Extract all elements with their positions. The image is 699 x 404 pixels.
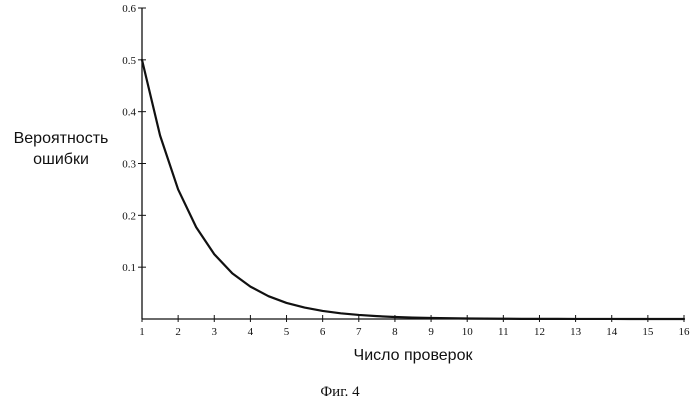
x-tick-label: 6 xyxy=(320,326,326,338)
x-tick-label: 15 xyxy=(642,326,654,338)
y-axis-title-line1: Вероятность xyxy=(14,130,109,147)
y-tick-label: 0.5 xyxy=(122,55,136,67)
x-tick-label: 2 xyxy=(175,326,181,338)
y-axis-title-line2: ошибки xyxy=(33,151,89,168)
y-tick-label: 0.6 xyxy=(122,3,136,15)
x-tick-label: 3 xyxy=(212,326,218,338)
x-tick-label: 7 xyxy=(356,326,362,338)
x-tick-label: 11 xyxy=(498,326,509,338)
x-axis-title: Число проверок xyxy=(354,347,474,364)
y-tick-label: 0.4 xyxy=(122,107,136,119)
x-tick-label: 1 xyxy=(139,326,145,338)
y-tick-label: 0.3 xyxy=(122,159,136,171)
y-tick-label: 0.2 xyxy=(122,210,136,222)
x-tick-label: 16 xyxy=(679,326,691,338)
x-tick-label: 14 xyxy=(606,326,618,338)
x-tick-label: 12 xyxy=(534,326,545,338)
x-tick-label: 4 xyxy=(248,326,254,338)
x-tick-label: 8 xyxy=(392,326,398,338)
x-tick-label: 13 xyxy=(570,326,582,338)
x-tick-label: 5 xyxy=(284,326,290,338)
figure-caption: Фиг. 4 xyxy=(320,384,360,400)
probability-curve xyxy=(142,60,684,319)
x-tick-label: 10 xyxy=(462,326,474,338)
y-tick-label: 0.1 xyxy=(122,262,136,274)
x-tick-label: 9 xyxy=(428,326,434,338)
